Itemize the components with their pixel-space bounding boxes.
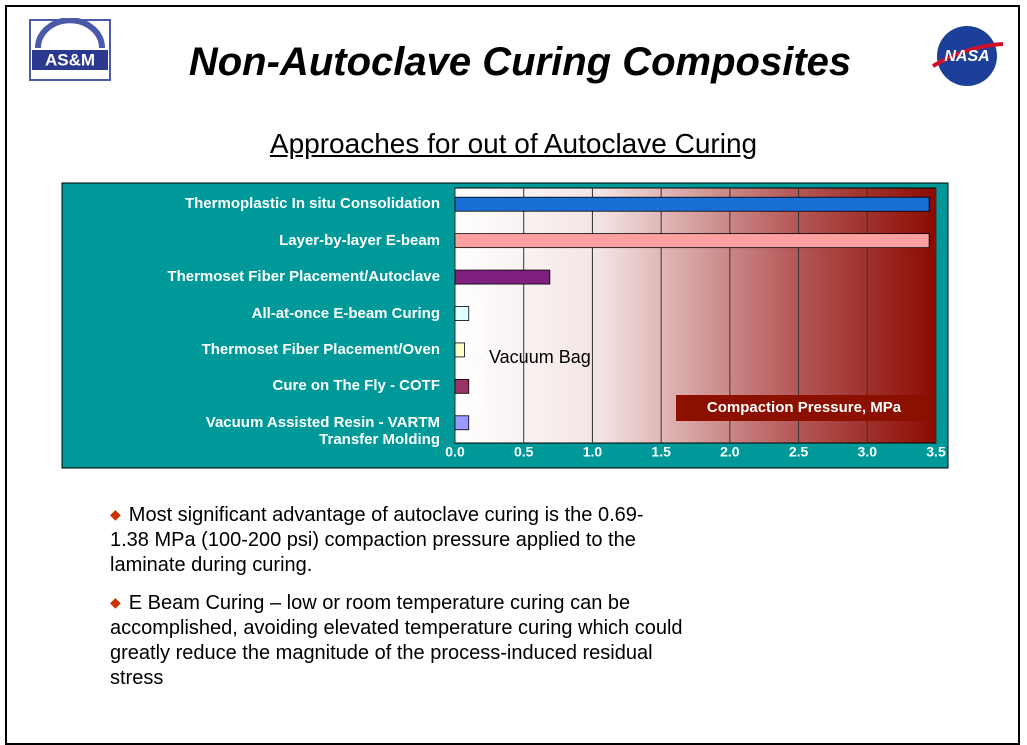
nasa-logo: NASA: [931, 26, 1004, 86]
x-tick-label: 3.0: [858, 444, 878, 460]
x-tick-label: 0.5: [514, 444, 534, 460]
logo-swoosh: [931, 42, 1004, 68]
bar: [454, 306, 470, 321]
brace: [471, 295, 490, 417]
y-tick-label: Thermoset Fiber Placement/Autoclave: [167, 268, 440, 286]
logo-text: AS&M: [45, 50, 95, 69]
logo-band: [32, 50, 108, 70]
chart: 0.0 0.5 1.0 1.5 2.0 2.5 3.0 3.5 Vacuum Bag Comp…: [61, 182, 949, 469]
logo-text: NASA: [944, 48, 989, 65]
logo-arc: [35, 18, 105, 49]
bar: [454, 415, 470, 431]
bullet-marker: ◆: [110, 594, 121, 610]
x-tick-label: 1.0: [583, 444, 603, 460]
bullet: ◆ E Beam Curing – low or room temperature…: [110, 590, 683, 691]
bullet-text: E Beam Curing – low or room temperature …: [110, 592, 683, 689]
annotation: Vacuum Bag: [489, 347, 591, 367]
y-tick-label: Thermoset Fiber Placement/Oven: [201, 340, 440, 358]
y-tick-label: Vacuum Assisted Resin - VARTM Transfer M…: [205, 413, 440, 448]
bar: [454, 233, 930, 249]
x-axis-label: Compaction Pressure, MPa: [707, 399, 902, 416]
y-tick-label: All-at-once E-beam Curing: [251, 304, 440, 322]
bullet-marker: ◆: [110, 506, 121, 522]
asm-logo: AS&M: [29, 18, 111, 81]
y-tick-label: Layer-by-layer E-beam: [279, 231, 440, 249]
x-tick-label: 3.5: [926, 444, 946, 460]
bullet-text: Most significant advantage of autoclave …: [110, 504, 644, 576]
x-tick-label: 2.5: [789, 444, 809, 460]
logo-disc: [937, 26, 997, 86]
y-tick-label: Cure on The Fly - COTF: [272, 377, 441, 395]
bar: [454, 196, 930, 212]
x-tick-label: 2.0: [720, 444, 740, 460]
axis-label-box: [676, 395, 932, 421]
y-tick-label: Thermoplastic In situ Consolidation: [184, 195, 440, 213]
x-tick-label: 1.5: [651, 444, 671, 460]
bar: [454, 269, 551, 285]
subtitle: Approaches for out of Autoclave Curing: [269, 128, 758, 159]
x-tick-label: 0.0: [445, 444, 465, 460]
bar: [454, 342, 466, 358]
title: Non-Autoclave Curing Composites: [188, 40, 852, 84]
bar: [454, 378, 470, 394]
bullet: ◆ Most significant advantage of autoclave…: [110, 502, 644, 578]
